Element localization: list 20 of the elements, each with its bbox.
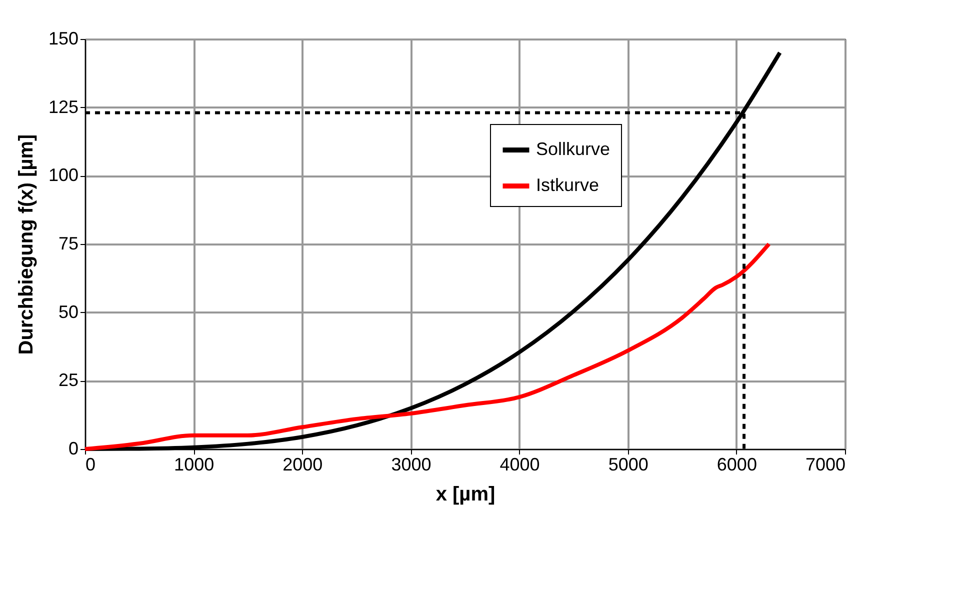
y-tick-label: 100 (48, 165, 78, 186)
y-tick-label: 150 (48, 28, 78, 48)
x-axis-title: x [µm] (436, 484, 496, 506)
y-tick-label: 0 (68, 438, 78, 458)
x-tick-label: 6000 (716, 454, 757, 474)
y-tick-label: 25 (58, 370, 78, 390)
y-tick-label: 50 (58, 302, 78, 322)
legend-label: Sollkurve (536, 139, 610, 159)
x-tick-label: 3000 (391, 454, 432, 474)
y-axis-title: Durchbiegung f(x) [µm] (15, 134, 38, 355)
legend-label: Istkurve (536, 175, 600, 195)
x-tick-label: 0 (86, 454, 96, 474)
y-tick-label: 125 (48, 96, 78, 117)
x-tick-label: 1000 (174, 454, 214, 474)
x-tick-label: 2000 (282, 454, 323, 474)
x-tick-label: 4000 (500, 454, 540, 474)
line-series (83, 242, 771, 451)
y-tick-label: 75 (58, 234, 78, 254)
x-tick-label: 7000 (805, 454, 846, 474)
x-tick-label: 5000 (608, 454, 648, 474)
